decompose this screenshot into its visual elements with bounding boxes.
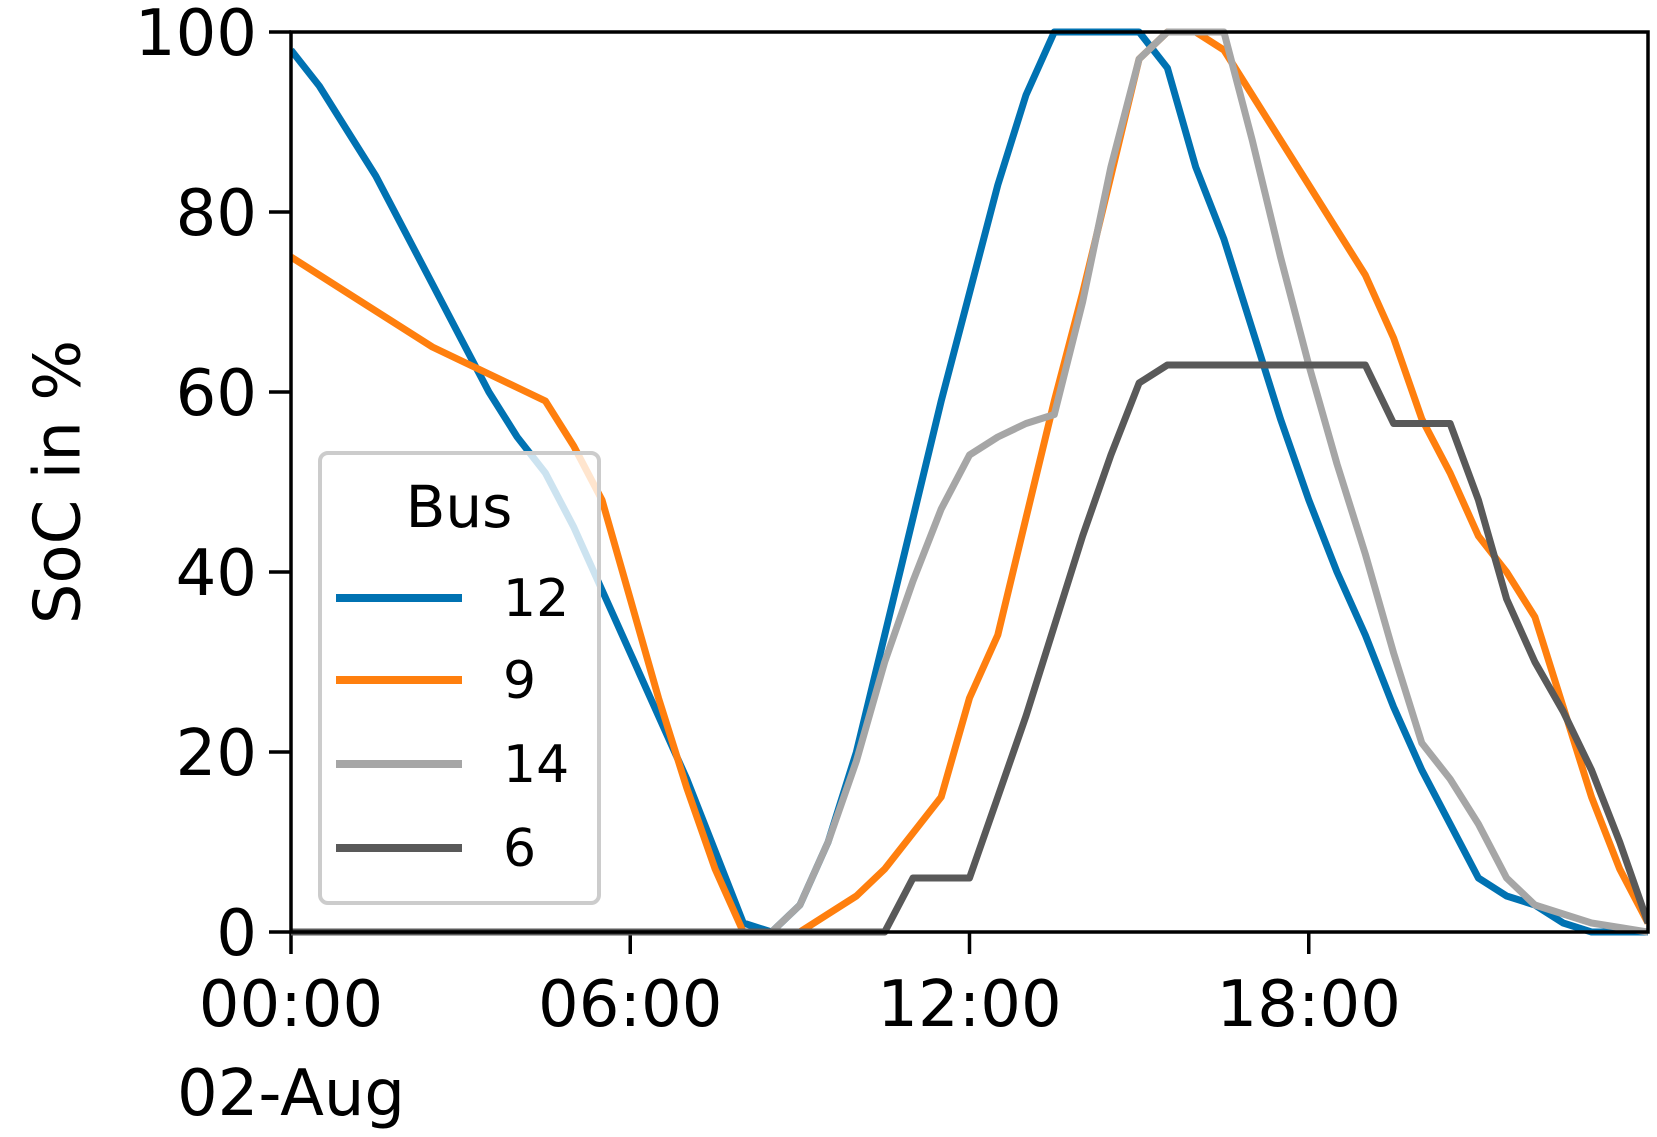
legend-label-bus-9: 9 bbox=[503, 651, 536, 711]
x-tick-sublabel: 02-Aug bbox=[177, 1057, 405, 1131]
legend-items: 12 9 14 6 bbox=[336, 569, 569, 879]
legend-label-bus-12: 12 bbox=[503, 569, 569, 629]
x-tick-label: 18:00 bbox=[1217, 968, 1401, 1042]
legend-title: Bus bbox=[406, 473, 513, 541]
y-axis-title: SoC in % bbox=[21, 340, 95, 624]
y-tick-label: 40 bbox=[176, 537, 257, 611]
y-tick-label: 100 bbox=[135, 0, 257, 71]
x-tick-label: 06:00 bbox=[538, 968, 722, 1042]
x-tick-label: 12:00 bbox=[877, 968, 1061, 1042]
legend: Bus 12 9 14 6 bbox=[318, 451, 601, 905]
x-axis-ticks: 00:00 02-Aug 06:00 12:00 18:00 bbox=[177, 932, 1401, 1131]
series-line-bus-12 bbox=[291, 28, 1648, 936]
y-tick-label: 20 bbox=[176, 717, 257, 791]
legend-label-bus-6: 6 bbox=[503, 819, 536, 879]
y-tick-label: 0 bbox=[216, 897, 257, 971]
series-line-bus-9 bbox=[291, 28, 1648, 936]
y-axis-ticks: 0 20 40 60 80 100 bbox=[135, 0, 291, 971]
legend-label-bus-14: 14 bbox=[503, 735, 569, 795]
plot-frame bbox=[289, 30, 1650, 934]
x-tick-label: 00:00 bbox=[199, 968, 383, 1042]
y-tick-label: 80 bbox=[176, 177, 257, 251]
y-tick-label: 60 bbox=[176, 357, 257, 431]
